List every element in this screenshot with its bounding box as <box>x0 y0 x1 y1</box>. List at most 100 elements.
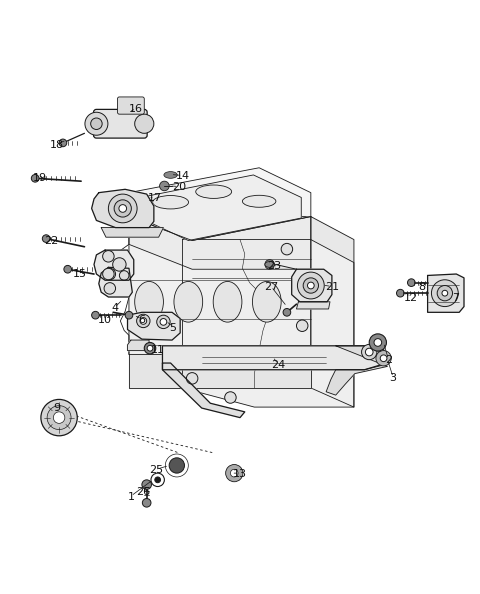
Circle shape <box>369 334 386 351</box>
Circle shape <box>442 290 448 296</box>
Circle shape <box>281 244 293 255</box>
Polygon shape <box>297 302 330 309</box>
Circle shape <box>104 283 116 294</box>
Ellipse shape <box>135 282 163 322</box>
Circle shape <box>303 278 319 293</box>
Ellipse shape <box>252 282 281 322</box>
Circle shape <box>120 273 129 283</box>
Circle shape <box>374 339 382 346</box>
Text: 11: 11 <box>151 345 165 355</box>
Polygon shape <box>108 268 129 293</box>
Polygon shape <box>128 312 180 340</box>
Text: 5: 5 <box>169 323 177 333</box>
Polygon shape <box>128 340 149 350</box>
Circle shape <box>169 458 184 473</box>
Polygon shape <box>182 239 354 407</box>
Circle shape <box>41 399 77 436</box>
Polygon shape <box>129 168 311 241</box>
Text: 9: 9 <box>54 403 61 413</box>
Polygon shape <box>162 363 245 418</box>
Text: 26: 26 <box>136 487 150 497</box>
Circle shape <box>265 260 275 269</box>
Circle shape <box>92 311 99 319</box>
Circle shape <box>120 286 129 296</box>
Text: 23: 23 <box>267 261 282 271</box>
Polygon shape <box>94 250 134 280</box>
Text: 7: 7 <box>452 293 459 303</box>
Ellipse shape <box>164 172 177 178</box>
Ellipse shape <box>153 195 189 209</box>
Circle shape <box>230 469 238 477</box>
Text: 1: 1 <box>127 492 134 502</box>
FancyBboxPatch shape <box>94 109 147 138</box>
Circle shape <box>225 392 236 403</box>
Circle shape <box>113 258 126 271</box>
Circle shape <box>298 272 324 299</box>
Circle shape <box>143 498 151 507</box>
Circle shape <box>59 139 67 147</box>
Circle shape <box>135 114 154 133</box>
Circle shape <box>147 345 153 351</box>
Text: 21: 21 <box>325 282 339 292</box>
Circle shape <box>103 268 114 280</box>
Text: 4: 4 <box>111 304 118 314</box>
Ellipse shape <box>242 195 276 207</box>
Circle shape <box>155 477 160 483</box>
Polygon shape <box>428 274 464 312</box>
Text: 20: 20 <box>172 182 186 192</box>
Text: 16: 16 <box>129 105 143 115</box>
Circle shape <box>119 204 127 212</box>
Text: 24: 24 <box>271 360 286 370</box>
FancyBboxPatch shape <box>118 97 144 114</box>
Circle shape <box>125 311 133 319</box>
Polygon shape <box>292 269 332 302</box>
Polygon shape <box>129 355 311 388</box>
Circle shape <box>47 406 71 429</box>
Text: 25: 25 <box>149 465 163 475</box>
Text: 27: 27 <box>264 282 278 292</box>
Polygon shape <box>99 267 132 297</box>
Circle shape <box>120 271 129 280</box>
Circle shape <box>85 112 108 135</box>
Circle shape <box>437 286 453 301</box>
Circle shape <box>408 279 415 286</box>
Text: 15: 15 <box>72 269 87 279</box>
Circle shape <box>380 355 387 362</box>
Circle shape <box>157 315 170 328</box>
Circle shape <box>31 175 39 182</box>
Circle shape <box>376 350 391 366</box>
Text: 12: 12 <box>404 293 419 303</box>
Circle shape <box>160 318 167 326</box>
Text: 10: 10 <box>98 315 112 325</box>
Circle shape <box>144 343 156 354</box>
Circle shape <box>64 266 72 273</box>
Circle shape <box>226 465 243 482</box>
Polygon shape <box>311 217 354 407</box>
Polygon shape <box>129 217 311 269</box>
Text: 17: 17 <box>148 194 162 203</box>
Text: 18: 18 <box>50 140 64 150</box>
Polygon shape <box>92 189 154 228</box>
Polygon shape <box>141 175 301 241</box>
Circle shape <box>159 181 169 191</box>
Circle shape <box>283 308 291 316</box>
Circle shape <box>140 318 147 324</box>
Circle shape <box>53 412 65 424</box>
Ellipse shape <box>213 282 242 322</box>
Circle shape <box>308 282 314 289</box>
Circle shape <box>297 320 308 331</box>
Circle shape <box>103 251 114 262</box>
Polygon shape <box>129 217 311 388</box>
Ellipse shape <box>196 185 232 198</box>
Text: 6: 6 <box>138 315 145 325</box>
Text: 8: 8 <box>418 282 425 292</box>
Circle shape <box>186 372 198 384</box>
Polygon shape <box>162 346 387 369</box>
Text: 3: 3 <box>390 374 396 383</box>
Circle shape <box>91 118 102 129</box>
Circle shape <box>108 194 137 223</box>
Circle shape <box>396 289 404 297</box>
Text: 13: 13 <box>233 469 247 479</box>
Circle shape <box>361 345 377 360</box>
Circle shape <box>432 280 458 307</box>
